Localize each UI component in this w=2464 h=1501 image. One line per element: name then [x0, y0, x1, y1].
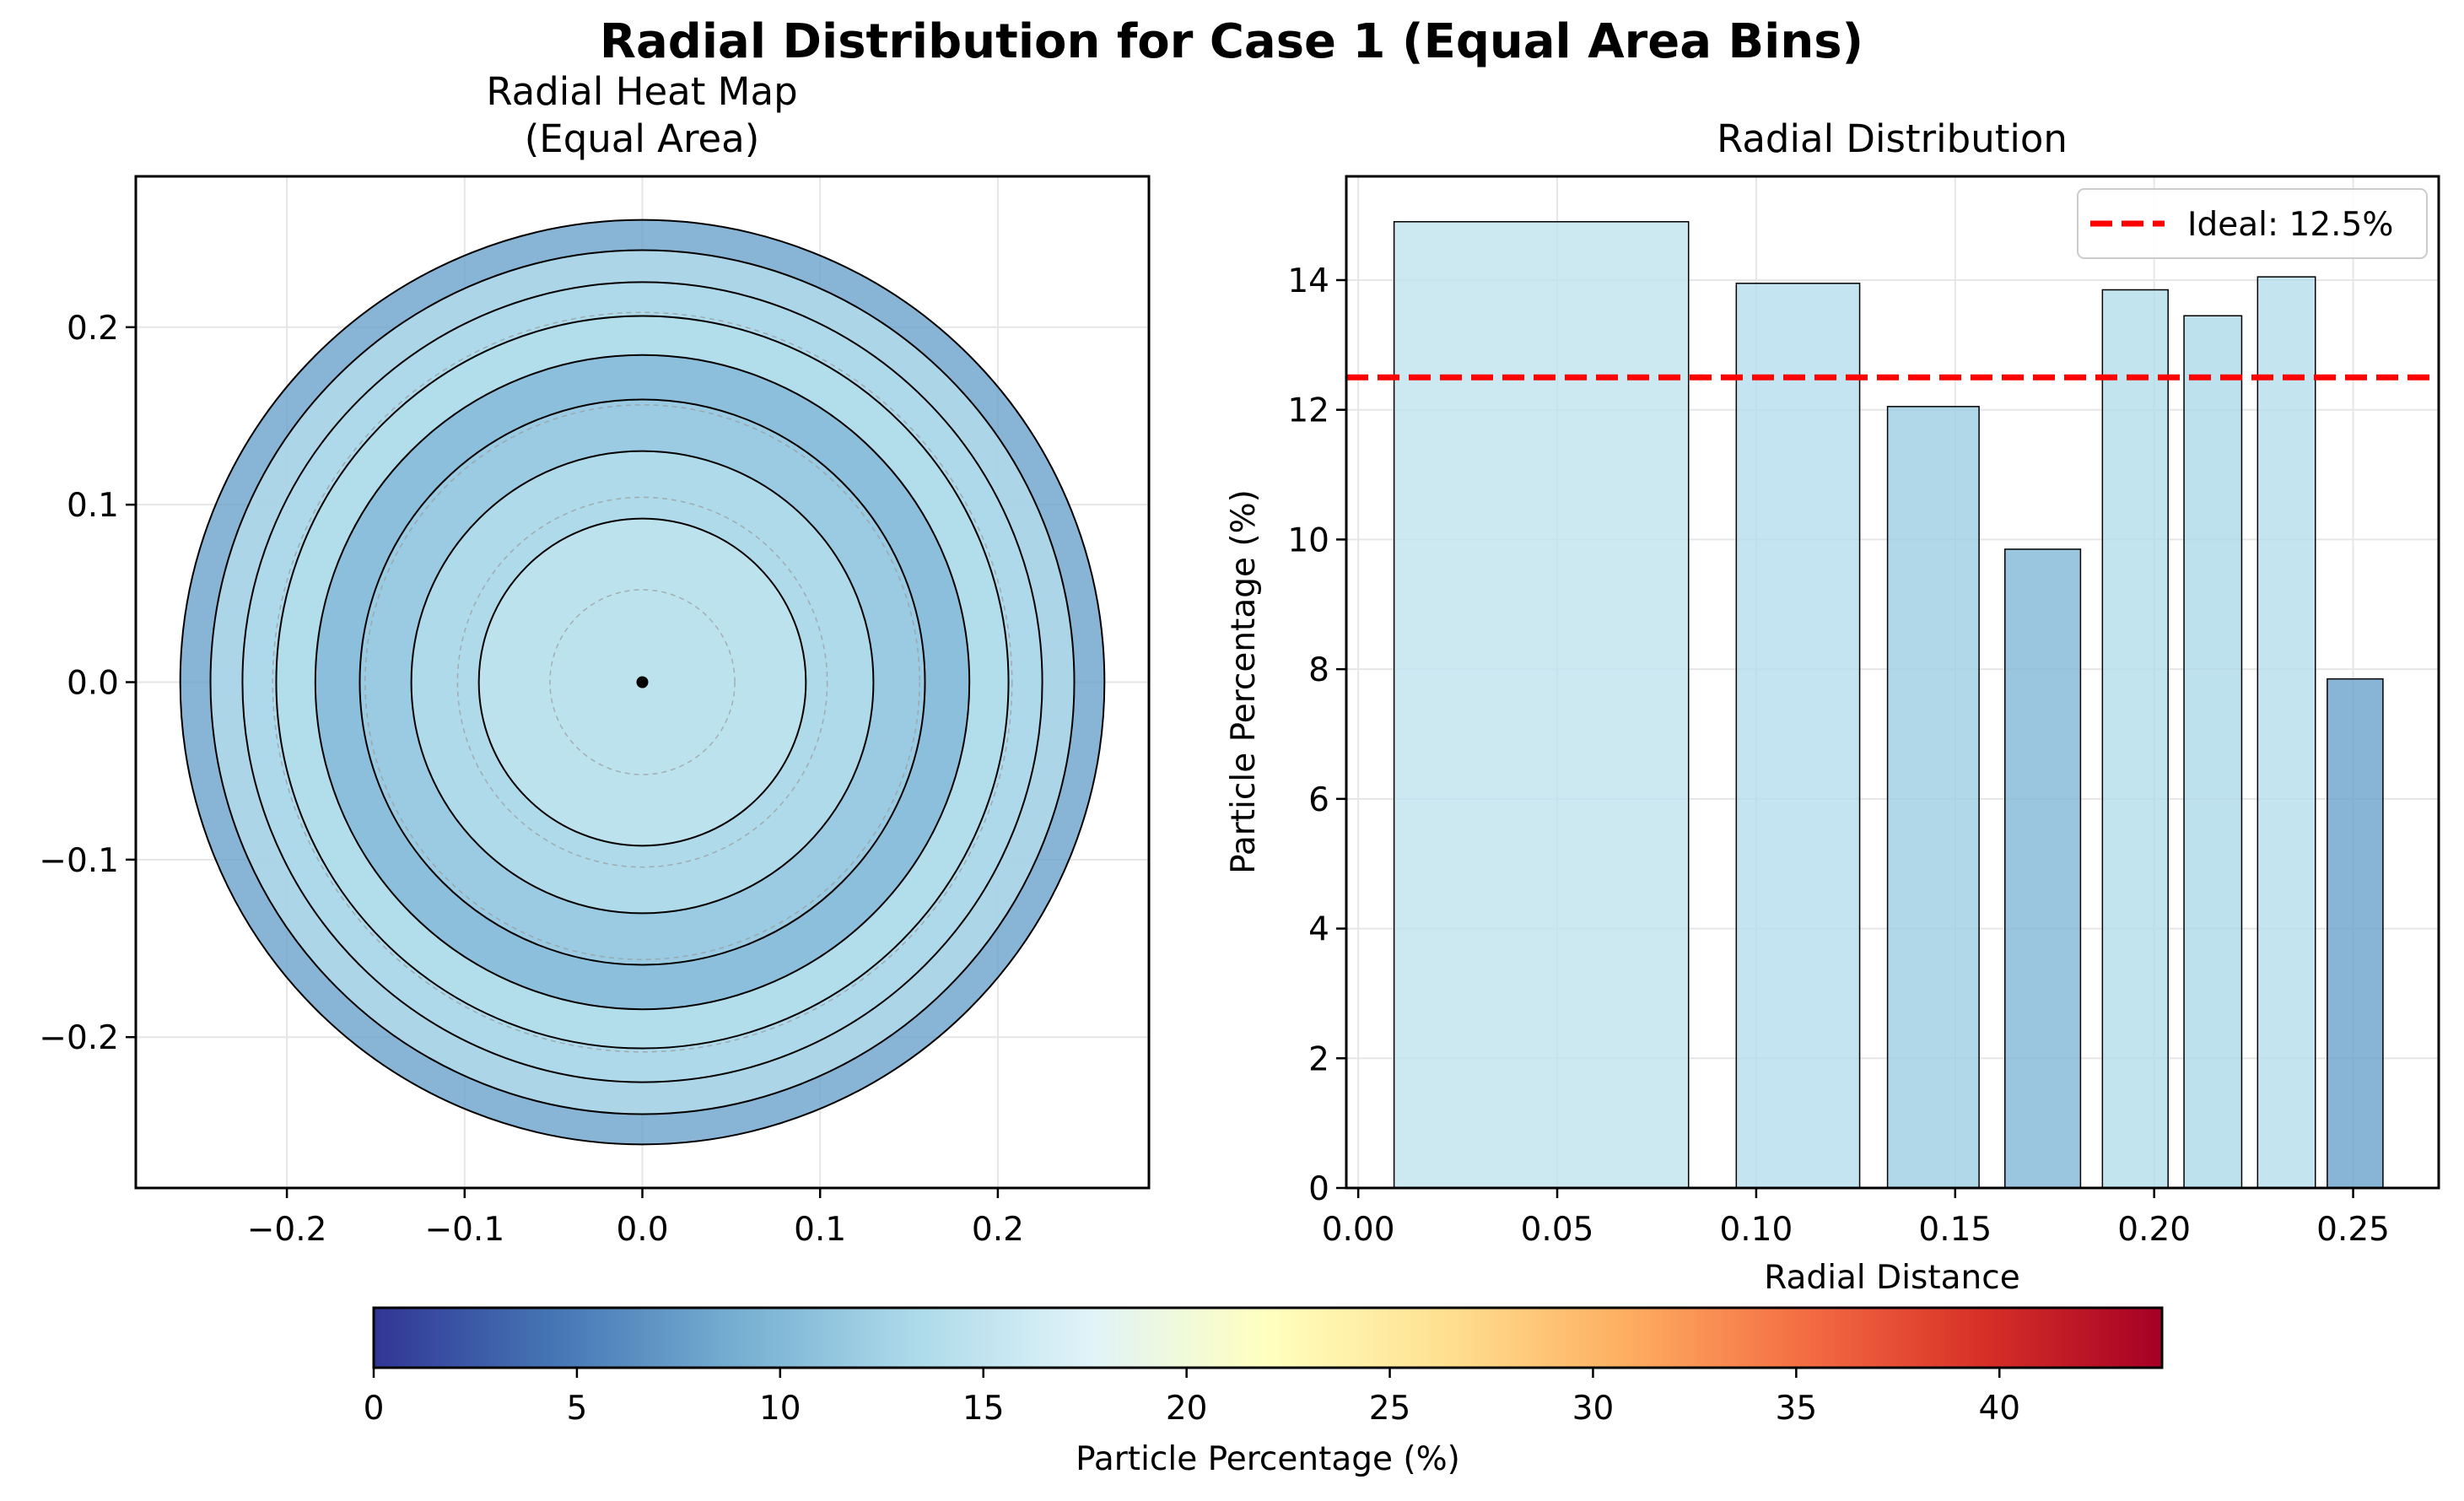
heatmap-guide-circle [549, 589, 736, 775]
legend-label: Ideal: 12.5% [2187, 206, 2393, 244]
bar-y-axis: 0 2 4 6 8 10 12 14 [1287, 262, 1346, 1208]
colorbar: 0 5 10 15 20 25 30 35 40 Particle Percentage (%) [364, 1306, 2164, 1478]
heatmap-y-tick-label: −0.1 [39, 842, 119, 880]
bar [2004, 548, 2082, 1188]
heatmap-y-tick-label: 0.2 [67, 310, 119, 348]
colorbar-tick-label: 20 [1166, 1390, 1208, 1428]
bar-series [1393, 221, 2384, 1188]
heatmap-guide-circle [364, 404, 920, 960]
bar [1735, 283, 1861, 1188]
heatmap-title-line-1: Radial Heat Map [486, 69, 797, 114]
colorbar-label: Particle Percentage (%) [1076, 1440, 1460, 1478]
bar-x-tick-label: 0.00 [1322, 1211, 1395, 1249]
bar-x-axis: 0.00 0.05 0.10 0.15 0.20 0.25 [1322, 1188, 2390, 1249]
bar-y-tick-label: 12 [1287, 392, 1329, 430]
bar-y-tick-label: 10 [1287, 521, 1329, 559]
bar-y-tick-label: 2 [1308, 1040, 1329, 1078]
colorbar-tick-label: 0 [364, 1390, 385, 1428]
bar-y-axis-label: Particle Percentage (%) [1225, 489, 1263, 874]
colorbar-ticks: 0 5 10 15 20 25 30 35 40 [364, 1368, 2020, 1428]
heatmap-x-tick-label: −0.1 [424, 1211, 504, 1249]
heatmap-x-axis: −0.2 −0.1 0.0 0.1 0.2 [247, 1188, 1024, 1249]
heatmap-y-tick-label: 0.1 [67, 487, 119, 525]
colorbar-tick-label: 35 [1776, 1390, 1818, 1428]
bar-y-tick-label: 8 [1308, 651, 1329, 689]
colorbar-gradient [372, 1306, 2164, 1369]
heatmap-y-tick-label: 0.0 [67, 665, 119, 703]
colorbar-tick-label: 5 [566, 1390, 587, 1428]
figure-title: Radial Distribution for Case 1 (Equal Ar… [600, 14, 1863, 69]
bar-axes-frame [1345, 175, 2440, 1190]
bar-panel: Radial Distribution 0.00 0.05 0.10 0.15 0.20… [1225, 116, 2440, 1297]
colorbar-tick-label: 10 [759, 1390, 801, 1428]
heatmap-guide-circle [456, 496, 828, 868]
colorbar-tick-label: 40 [1978, 1390, 2020, 1428]
bar-chart-title: Radial Distribution [1717, 116, 2068, 161]
heatmap-guide-circle [272, 311, 1013, 1053]
bar-y-tick-label: 0 [1308, 1170, 1329, 1208]
bar [2101, 289, 2169, 1188]
legend-box [2077, 188, 2428, 259]
colorbar-tick-label: 30 [1572, 1390, 1615, 1428]
bar [2183, 315, 2243, 1188]
bar-x-tick-label: 0.20 [2117, 1211, 2191, 1249]
colorbar-tick-label: 25 [1369, 1390, 1411, 1428]
legend: Ideal: 12.5% [2077, 188, 2428, 259]
heatmap-center-marker [636, 676, 649, 688]
bar-x-tick-label: 0.25 [2316, 1211, 2390, 1249]
heatmap-x-tick-label: 0.1 [794, 1211, 846, 1249]
bar-x-axis-label: Radial Distance [1764, 1259, 2019, 1297]
heatmap-x-tick-label: 0.2 [972, 1211, 1024, 1249]
bar [1393, 221, 1690, 1188]
bar [2256, 276, 2316, 1188]
bar [2327, 678, 2384, 1188]
heatmap-guide-circles [272, 311, 1013, 1053]
heatmap-x-tick-label: 0.0 [616, 1211, 668, 1249]
bar-x-tick-label: 0.05 [1521, 1211, 1594, 1249]
heatmap-y-tick-label: −0.2 [39, 1019, 119, 1057]
bar-x-tick-label: 0.15 [1918, 1211, 1992, 1249]
bar-y-tick-label: 4 [1308, 911, 1329, 949]
bar-y-tick-label: 14 [1287, 262, 1329, 300]
heatmap-x-tick-label: −0.2 [247, 1211, 327, 1249]
bar [1886, 406, 1980, 1188]
heatmap-panel: Radial Heat Map (Equal Area) −0.2 −0.1 0.0… [39, 69, 1151, 1249]
colorbar-tick-label: 15 [962, 1390, 1005, 1428]
bar-x-tick-label: 0.10 [1719, 1211, 1793, 1249]
heatmap-title-line-2: (Equal Area) [525, 116, 760, 161]
bar-y-tick-label: 6 [1308, 781, 1329, 819]
heatmap-y-axis: −0.2 −0.1 0.0 0.1 0.2 [39, 310, 136, 1057]
